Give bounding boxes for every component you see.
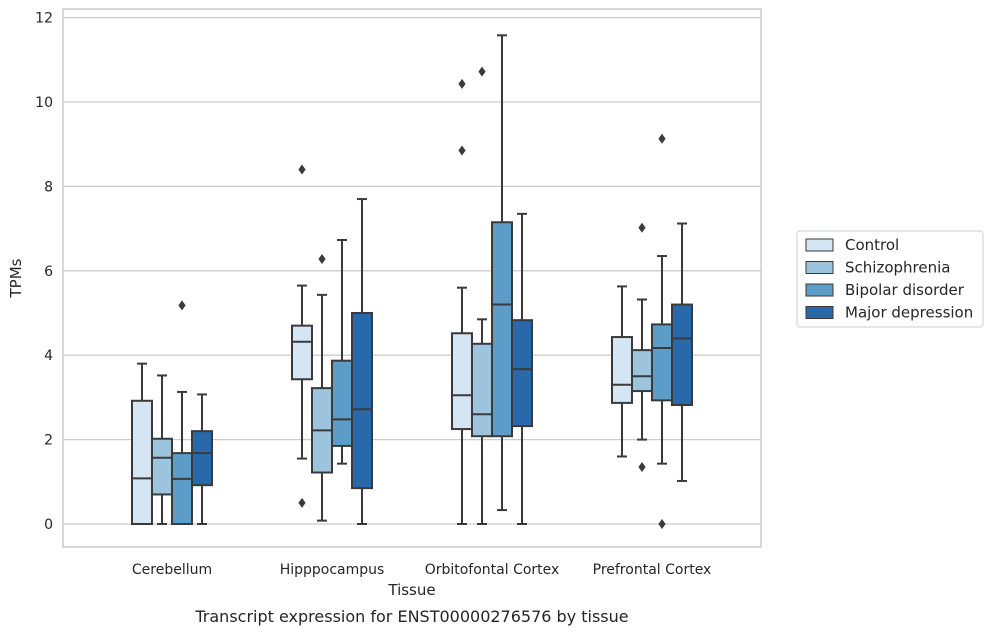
x-tick-label: Hipppocampus	[280, 562, 385, 578]
y-tick-label: 4	[44, 348, 53, 364]
outlier-point	[458, 145, 466, 156]
x-tick-label: Orbitofontal Cortex	[425, 562, 560, 578]
iqr-box	[671, 303, 693, 406]
iqr-box	[511, 319, 533, 428]
iqr-box	[471, 342, 493, 438]
legend-swatch	[805, 306, 834, 319]
box-bipolar-disorder	[331, 238, 353, 465]
box-groups	[131, 34, 693, 529]
legend-swatch	[805, 238, 834, 252]
iqr-box	[191, 430, 213, 487]
box-bipolar-disorder	[171, 300, 193, 526]
outlier-point	[478, 66, 486, 77]
x-axis-label: Tissue	[387, 581, 435, 599]
outlier-point	[638, 462, 646, 473]
legend: Control Schizophrenia Bipolar disorder Majo…	[796, 230, 984, 328]
iqr-box	[131, 399, 153, 525]
iqr-box	[651, 323, 673, 402]
plot-area-frame	[62, 8, 762, 548]
iqr-box	[331, 359, 353, 447]
box-schizophrenia	[311, 253, 333, 522]
box-control	[611, 285, 633, 458]
outlier-point	[458, 78, 466, 89]
y-tick-label: 10	[35, 95, 53, 111]
iqr-box	[151, 437, 173, 496]
iqr-box	[491, 221, 513, 438]
x-tick-label: Cerebellum	[132, 562, 212, 578]
y-tick-labels: 0 2 4 6 8 10 12	[35, 11, 53, 533]
box-control	[291, 164, 313, 508]
box-major-depression	[511, 212, 533, 525]
iqr-box	[291, 324, 313, 381]
outlier-point	[638, 222, 646, 233]
chart-caption: Transcript expression for ENST0000027657…	[194, 607, 628, 626]
box-major-depression	[191, 393, 213, 525]
x-tick-label: Prefrontal Cortex	[593, 562, 712, 578]
y-tick-label: 2	[44, 433, 53, 449]
legend-label: Bipolar disorder	[845, 281, 965, 299]
iqr-box	[631, 349, 653, 393]
outlier-point	[658, 133, 666, 144]
outlier-point	[298, 164, 306, 175]
grid-lines	[63, 16, 761, 525]
y-tick-label: 12	[35, 11, 53, 27]
box-control	[131, 362, 153, 525]
box-major-depression	[351, 198, 373, 525]
iqr-box	[451, 332, 473, 431]
legend-label: Control	[845, 236, 899, 254]
y-axis-label: TPMs	[7, 258, 25, 298]
box-schizophrenia	[631, 222, 653, 473]
outlier-point	[318, 253, 326, 264]
iqr-box	[611, 336, 633, 404]
x-tick-labels: Cerebellum Hipppocampus Orbitofontal Corte…	[132, 562, 711, 578]
legend-frame	[796, 230, 984, 328]
iqr-box	[351, 312, 373, 490]
legend-label: Schizophrenia	[845, 259, 950, 277]
legend-swatch	[805, 261, 834, 274]
legend-swatch	[805, 283, 834, 297]
box-schizophrenia	[471, 66, 493, 525]
box-bipolar-disorder	[651, 133, 673, 529]
box-control	[451, 78, 473, 525]
outlier-point	[178, 300, 186, 311]
outlier-point	[298, 497, 306, 508]
outlier-point	[658, 519, 666, 529]
y-tick-label: 6	[44, 264, 53, 280]
legend-label: Major depression	[845, 304, 973, 322]
iqr-box	[171, 452, 193, 526]
y-tick-label: 8	[44, 179, 53, 195]
box-bipolar-disorder	[491, 34, 513, 512]
box-major-depression	[671, 222, 693, 482]
y-tick-label: 0	[44, 517, 53, 533]
box-schizophrenia	[151, 374, 173, 525]
